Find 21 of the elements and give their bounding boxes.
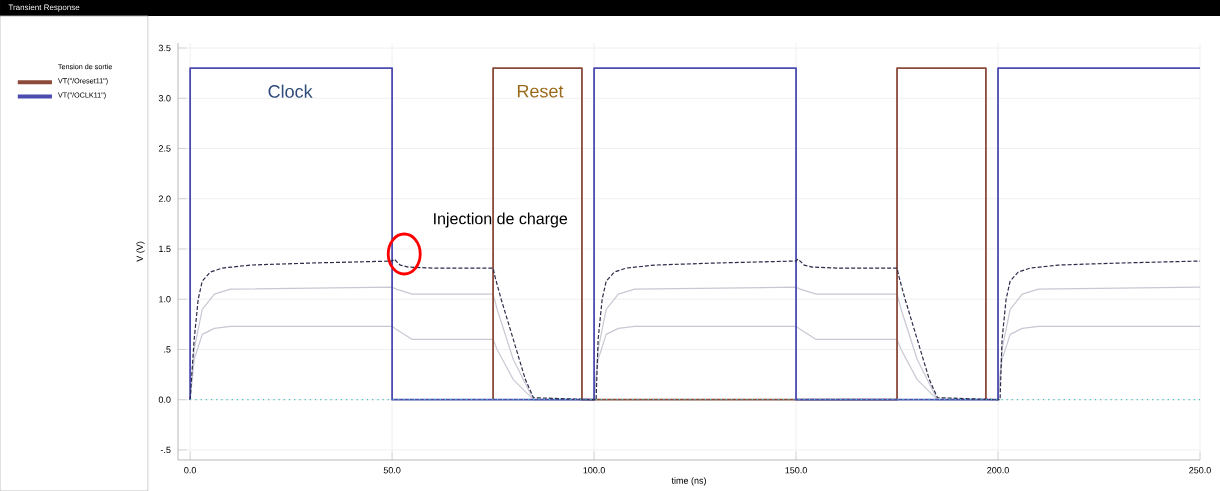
- y-tick-label: 1.5: [159, 245, 171, 253]
- y-axis-title: V (V): [136, 241, 145, 262]
- y-tick-label: 0.0: [158, 396, 171, 403]
- annotation: Reset: [517, 84, 564, 98]
- y-tick-label: .5: [164, 346, 171, 353]
- x-tick-label: 200.0: [987, 467, 1009, 474]
- x-tick-label: 50.0: [383, 467, 401, 474]
- y-tick-label: 2.5: [158, 145, 171, 152]
- x-tick-label: 150.0: [785, 467, 807, 474]
- x-axis-title: time (ns): [671, 477, 706, 486]
- x-tick-label: 0.0: [184, 467, 197, 474]
- annotation: Injection de charge: [434, 212, 568, 228]
- y-tick-label: 3.5: [158, 44, 171, 52]
- x-tick-label: 250.0: [1189, 467, 1211, 474]
- x-tick-label: 100.0: [583, 467, 605, 474]
- y-tick-label: 2.0: [158, 195, 171, 202]
- y-tick-label: 3.0: [158, 95, 171, 102]
- text: Transient Response: [8, 4, 80, 12]
- y-tick-label: -.5: [160, 446, 171, 454]
- annotation: Clock: [268, 84, 313, 98]
- y-tick-label: 1.0: [159, 296, 171, 303]
